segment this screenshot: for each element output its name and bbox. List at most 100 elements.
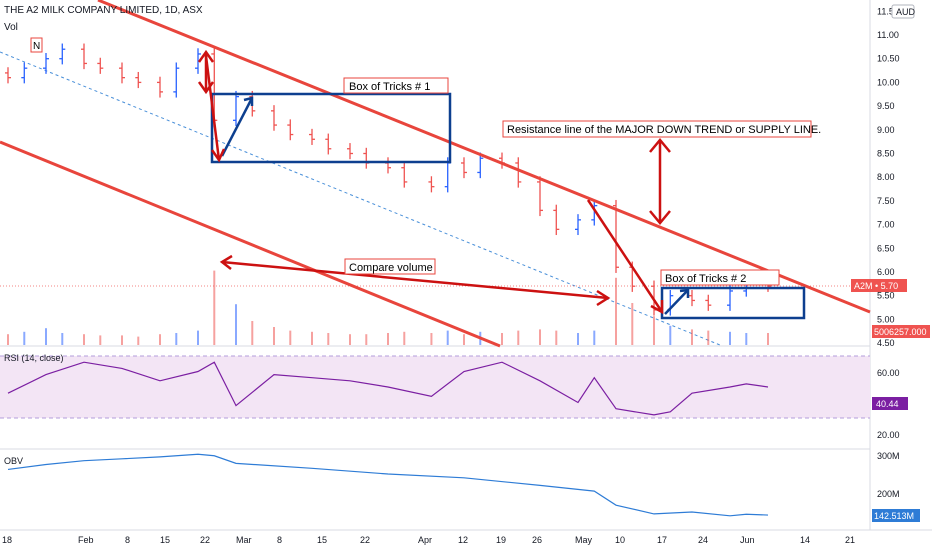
annotation-box1-label: Box of Tricks # 1 — [343, 77, 449, 94]
rsi-tick-60: 60.00 — [877, 368, 900, 378]
price-tick: 6.00 — [877, 267, 895, 277]
volume-bar — [251, 321, 254, 345]
price-tick: 8.50 — [877, 149, 895, 159]
volume-bar — [463, 334, 465, 345]
time-tick: Apr — [418, 535, 432, 545]
support-line[interactable] — [0, 140, 501, 348]
annotation-compare-volume-label: Compare volume — [344, 258, 436, 275]
volume-bar — [159, 334, 161, 345]
volume-bar — [767, 333, 769, 345]
price-tick: 11.00 — [877, 30, 899, 40]
obv-label: OBV — [4, 456, 23, 466]
volume-bar — [311, 331, 313, 345]
volume-bar — [669, 325, 672, 345]
volume-bar — [555, 330, 558, 345]
rsi-tick-20: 20.00 — [877, 430, 900, 440]
dashed-trend-line — [0, 51, 721, 346]
rsi-line — [7, 361, 769, 416]
time-tick: 15 — [160, 535, 170, 545]
volume-bar — [61, 333, 64, 345]
volume-bar — [446, 330, 449, 345]
price-tick: 7.00 — [877, 220, 895, 230]
volume-bar — [707, 330, 710, 345]
currency-badge[interactable]: AUD — [891, 4, 916, 19]
volume-bar — [213, 270, 216, 345]
volume-bars — [7, 270, 769, 345]
volume-bar — [235, 304, 237, 345]
time-tick: May — [575, 535, 593, 545]
price-tick: 10.50 — [877, 54, 900, 64]
volume-bar — [387, 333, 389, 345]
price-tick: 10.00 — [877, 77, 900, 87]
volume-bar — [45, 328, 47, 345]
volume-bar — [653, 316, 655, 345]
volume-bar — [593, 330, 596, 345]
time-tick: 12 — [458, 535, 468, 545]
obv-tick-200m: 200M — [877, 489, 900, 499]
price-tick: 4.50 — [877, 338, 895, 348]
volume-bar — [517, 330, 520, 345]
volume-bar — [137, 336, 140, 345]
volume-bar — [197, 330, 199, 345]
box-of-tricks-1[interactable] — [210, 92, 452, 164]
last-price-text: A2M • 5.70 — [854, 281, 898, 291]
time-tick: 26 — [532, 535, 542, 545]
n-marker-text: N — [33, 41, 40, 52]
time-tick: 10 — [615, 535, 625, 545]
red-arrows — [197, 49, 671, 315]
volume-bar — [501, 333, 503, 345]
resistance-line[interactable] — [97, 0, 871, 314]
volume-bar — [729, 331, 731, 345]
time-tick: Jun — [740, 535, 755, 545]
volume-bar — [273, 327, 275, 345]
rsi-label: RSI (14, close) — [4, 353, 64, 363]
obv-tick-300m: 300M — [877, 451, 900, 461]
volume-bar — [691, 329, 693, 345]
time-tick: 19 — [496, 535, 506, 545]
n-marker: N — [30, 37, 43, 53]
price-tick: 9.50 — [877, 101, 895, 111]
blue-up-arrows — [220, 96, 690, 315]
volume-tag: 5006257.000 — [872, 325, 930, 338]
candlesticks — [5, 43, 771, 316]
price-scale[interactable]: 11.50 11.00 10.50 10.00 9.50 9.00 8.50 8.00 7.50… — [877, 6, 900, 348]
time-tick: 8 — [125, 535, 130, 545]
volume-bar — [539, 329, 541, 345]
time-tick: 18 — [2, 535, 12, 545]
obv-value-text: 142.513M — [874, 511, 914, 521]
volume-bar — [365, 334, 368, 345]
price-tick: 6.50 — [877, 243, 895, 253]
volume-bar — [289, 330, 292, 345]
time-tick: Feb — [78, 535, 94, 545]
price-tick: 5.50 — [877, 291, 895, 301]
box2-text: Box of Tricks # 2 — [665, 273, 746, 285]
time-tick: 15 — [317, 535, 327, 545]
box1-text: Box of Tricks # 1 — [349, 81, 430, 93]
volume-bar — [349, 334, 351, 345]
time-tick: 17 — [657, 535, 667, 545]
resistance-text: Resistance line of the MAJOR DOWN TREND … — [507, 124, 821, 136]
volume-bar — [615, 277, 617, 345]
compare-volume-text: Compare volume — [349, 262, 433, 274]
volume-bar — [430, 333, 433, 345]
obv-value-tag: 142.513M — [872, 509, 920, 522]
volume-bar — [121, 335, 123, 345]
time-tick: Mar — [236, 535, 252, 545]
rsi-value-text: 40.44 — [876, 399, 899, 409]
volume-bar — [403, 331, 406, 345]
price-tick: 8.00 — [877, 172, 895, 182]
time-axis[interactable]: 18 Feb 8 15 22 Mar 8 15 22 Apr 12 19 26 May 10 17 24 Jun 1… — [2, 535, 855, 545]
annotation-resistance-label: Resistance line of the MAJOR DOWN TREND … — [502, 120, 821, 138]
time-tick: 14 — [800, 535, 810, 545]
box-of-tricks-2[interactable] — [660, 286, 806, 320]
volume-bar — [23, 331, 26, 345]
time-tick: 8 — [277, 535, 282, 545]
price-tick: 11.50 — [877, 6, 899, 16]
pane-frame — [0, 0, 932, 531]
volume-tag-text: 5006257.000 — [874, 327, 927, 337]
price-tick: 5.00 — [877, 314, 895, 324]
time-tick: 22 — [200, 535, 210, 545]
obv-line — [7, 453, 769, 517]
volume-bar — [83, 334, 85, 345]
